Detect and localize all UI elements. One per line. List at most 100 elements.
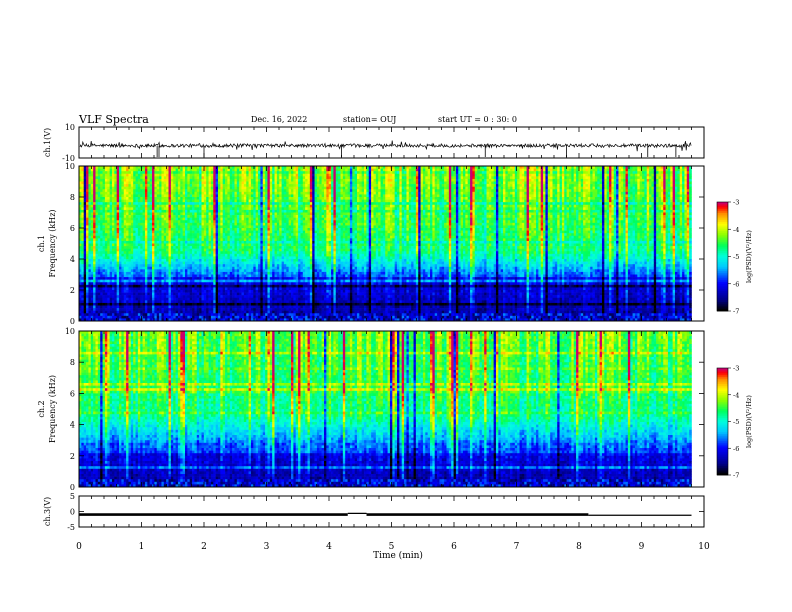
spectrogram-cell <box>90 305 94 309</box>
spectrogram-cell <box>111 259 115 262</box>
spectrogram-cell <box>241 282 245 286</box>
spectrogram-cell <box>234 194 238 198</box>
spectrogram-cell <box>111 171 115 175</box>
spectrogram-cell <box>241 308 245 311</box>
spectrogram-cell <box>208 290 212 293</box>
spectrogram-cell <box>128 207 132 211</box>
spectrogram-cell <box>149 184 153 187</box>
spectrogram-cell <box>142 313 146 317</box>
spectrogram-cell <box>229 302 233 306</box>
spectrogram-cell <box>114 189 117 193</box>
spectrogram-cell <box>175 222 179 226</box>
spectrogram-cell <box>201 318 205 322</box>
spectrogram-cell <box>114 225 117 229</box>
spectrogram-cell <box>102 220 106 224</box>
spectrogram-cell <box>149 215 153 218</box>
spectrogram-cell <box>239 207 242 211</box>
spectrogram-cell <box>104 253 108 257</box>
spectrogram-cell <box>111 235 115 239</box>
spectrogram-cell <box>133 253 136 257</box>
spectrogram-cell <box>227 253 231 257</box>
spectrogram-cell <box>187 313 191 317</box>
spectrogram-cell <box>149 222 153 226</box>
spectrogram-cell <box>175 305 179 309</box>
spectrogram-cell <box>236 238 240 242</box>
spectrogram-cell <box>196 230 200 234</box>
spectrogram-cell <box>239 277 242 280</box>
spectrogram-cell <box>168 171 172 175</box>
spectrogram-cell <box>86 220 89 224</box>
spectrogram-cell <box>253 313 256 317</box>
spectrogram-cell <box>79 186 82 190</box>
spectrogram-cell <box>258 194 261 198</box>
spectrogram-cell <box>175 194 179 198</box>
spectrogram-cell <box>201 240 205 244</box>
spectrogram-cell <box>88 199 92 203</box>
spectrogram-cell <box>119 259 122 262</box>
spectrogram-cell <box>116 202 120 206</box>
spectrogram-cell <box>133 215 136 218</box>
spectrogram-cell <box>107 261 110 265</box>
spectrogram-cell <box>250 315 254 319</box>
spectrogram-cell <box>243 269 247 273</box>
spectrogram-cell <box>260 225 264 229</box>
spectrogram-cell <box>114 318 117 322</box>
spectrogram-cell <box>248 178 252 182</box>
spectrogram-cell <box>93 246 96 249</box>
spectrogram-cell <box>234 251 238 255</box>
spectrogram-cell <box>262 233 266 237</box>
spectrogram-cell <box>135 215 139 218</box>
spectrogram-cell <box>232 168 235 172</box>
spectrogram-cell <box>140 269 143 273</box>
spectrogram-cell <box>83 184 87 187</box>
spectrogram-cell <box>156 189 160 193</box>
spectrogram-cell <box>161 233 165 237</box>
spectrogram-cell <box>79 287 82 291</box>
spectrogram-cell <box>250 238 254 242</box>
spectrogram-cell <box>142 284 146 288</box>
spectrogram-cell <box>159 215 162 218</box>
spectrogram-cell <box>234 217 238 221</box>
spectrogram-cell <box>220 290 224 293</box>
spectrogram-cell <box>81 259 85 262</box>
spectrogram-cell <box>102 209 106 213</box>
spectrogram-cell <box>253 287 256 291</box>
spectrogram-cell <box>260 184 264 187</box>
spectrogram-cell <box>159 251 162 255</box>
spectrogram-cell <box>260 246 264 249</box>
spectrogram-cell <box>267 290 271 293</box>
spectrogram-cell <box>83 300 87 304</box>
spectrogram-cell <box>107 290 110 293</box>
spectrogram-cell <box>102 310 106 314</box>
spectrogram-cell <box>83 318 87 322</box>
spectrogram-cell <box>126 246 129 249</box>
spectrogram-cell <box>102 279 106 283</box>
spectrogram-cell <box>258 259 261 262</box>
spectrogram-cell <box>111 300 115 304</box>
spectrogram-cell <box>206 259 209 262</box>
spectrogram-cell <box>107 305 110 309</box>
spectrogram-cell <box>185 297 188 301</box>
spectrogram-cell <box>121 197 125 200</box>
spectrogram-cell <box>104 207 108 211</box>
spectrogram-cell <box>135 274 139 278</box>
spectrogram-cell <box>154 176 158 180</box>
spectrogram-cell <box>86 253 89 257</box>
spectrogram-cell <box>100 313 103 317</box>
spectrogram-cell <box>210 212 214 216</box>
spectrogram-cell <box>126 184 129 187</box>
spectrogram-cell <box>173 176 176 180</box>
spectrogram-cell <box>213 220 216 224</box>
spectrogram-cell <box>222 204 226 208</box>
spectrogram-cell <box>86 261 89 265</box>
spectrogram-cell <box>255 220 259 224</box>
spectrogram-cell <box>123 271 127 275</box>
spectrogram-cell <box>225 308 228 311</box>
spectrogram-cell <box>121 220 125 224</box>
spectrogram-cell <box>189 176 193 180</box>
spectrogram-cell <box>175 287 179 291</box>
spectrogram-cell <box>243 186 247 190</box>
spectrogram-cell <box>86 282 89 286</box>
spectrogram-cell <box>95 240 99 244</box>
spectrogram-cell <box>213 228 216 231</box>
